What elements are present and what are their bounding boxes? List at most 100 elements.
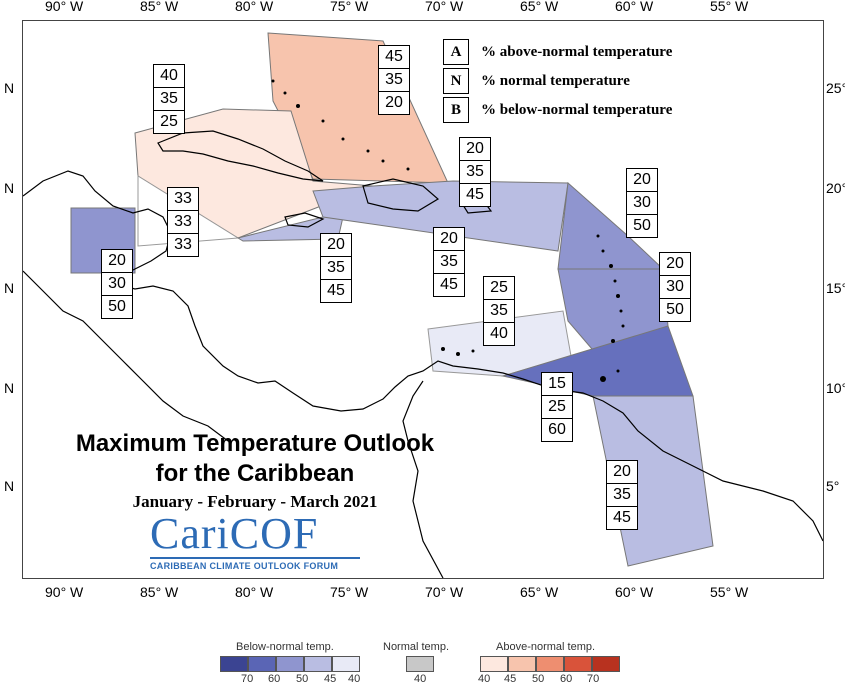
legend-letter: A: [443, 39, 469, 65]
swatch-above-45: [508, 656, 536, 672]
prob-above: 40: [154, 65, 184, 88]
coastline-mexico: [23, 270, 229, 442]
swatch-below-40: [332, 656, 360, 672]
lat-label: 10°: [826, 380, 845, 396]
prob-above: 20: [434, 228, 464, 251]
lat-label: N: [4, 180, 15, 196]
prob-box-jamaica: 20 35 45: [320, 233, 352, 303]
swatch-above-40: [480, 656, 508, 672]
colorbar-tick: 70: [587, 673, 600, 685]
prob-box-cayman: 33 33 33: [167, 187, 199, 257]
colorbar-tick: 40: [348, 673, 361, 685]
prob-box-puerto-rico-n: 20 35 45: [459, 137, 491, 207]
colorbar-tick: 60: [268, 673, 281, 685]
prob-normal: 33: [168, 211, 198, 234]
coastline-jamaica: [284, 212, 325, 228]
prob-box-abc: 25 35 40: [483, 276, 515, 346]
prob-above: 20: [102, 250, 132, 273]
lat-label: 20°: [826, 180, 845, 196]
lon-label: 60° W: [615, 584, 654, 600]
colorbar-tick: 45: [504, 673, 517, 685]
prob-above: 20: [627, 169, 657, 192]
prob-normal: 35: [154, 88, 184, 111]
legend-row-below: B % below-normal temperature: [443, 96, 672, 124]
logo-main: CariCOF: [150, 509, 319, 558]
colorbar-tick: 50: [532, 673, 545, 685]
legend-desc: % above-normal temperature: [481, 43, 673, 60]
lon-label: 85° W: [140, 0, 179, 14]
prob-above: 20: [460, 138, 490, 161]
prob-below: 40: [490, 325, 508, 342]
prob-box-trinidad: 15 25 60: [541, 372, 573, 442]
prob-box-guianas: 20 35 45: [606, 460, 638, 530]
prob-above: 33: [168, 188, 198, 211]
lat-label: N: [4, 80, 15, 96]
lon-label: 55° W: [710, 0, 749, 14]
caricof-logo: CariCOF CARIBBEAN CLIMATE OUTLOOK FORUM: [150, 512, 360, 571]
lon-label: 85° W: [140, 584, 179, 600]
prob-below: 60: [548, 421, 566, 438]
prob-box-hispaniola: 20 35 45: [433, 227, 465, 297]
coastline-central-america: [23, 170, 823, 542]
swatch-normal-40: [406, 656, 434, 672]
swatch-above-60: [564, 656, 592, 672]
colorbar-tick: 70: [241, 673, 254, 685]
prob-normal: 35: [460, 161, 490, 184]
colorbar-tick: 50: [296, 673, 309, 685]
logo-sub: CARIBBEAN CLIMATE OUTLOOK FORUM: [150, 561, 339, 571]
prob-below: 20: [385, 94, 403, 111]
prob-box-windward: 20 30 50: [659, 252, 691, 322]
colorbar-tick: 45: [324, 673, 337, 685]
prob-normal: 30: [102, 273, 132, 296]
prob-below: 45: [466, 186, 484, 203]
lon-label: 75° W: [330, 584, 369, 600]
colorbar-normal-title: Normal temp.: [383, 641, 450, 653]
coastline-cuba: [157, 130, 324, 182]
logo-rule: [150, 557, 360, 559]
prob-box-cuba: 40 35 25: [153, 64, 185, 134]
title-line-1: Maximum Temperature Outlook: [75, 430, 435, 457]
coastline-hispaniola: [362, 178, 440, 212]
prob-normal: 25: [542, 396, 572, 419]
legend-letter: N: [443, 68, 469, 94]
colorbar-tick: 40: [414, 673, 427, 685]
title-period: January - February - March 2021: [132, 492, 378, 511]
prob-above: 20: [321, 234, 351, 257]
prob-below: 50: [108, 298, 126, 315]
legend-desc: % normal temperature: [481, 72, 630, 89]
prob-box-leeward: 20 30 50: [626, 168, 658, 238]
region-bahamas: [267, 32, 449, 184]
colorbar-above-title: Above-normal temp.: [496, 641, 596, 653]
lon-label: 90° W: [45, 584, 84, 600]
prob-below: 45: [613, 509, 631, 526]
legend-row-normal: N % normal temperature: [443, 67, 672, 95]
prob-normal: 30: [660, 276, 690, 299]
lat-label: 5°: [826, 478, 840, 494]
lon-label: 55° W: [710, 584, 749, 600]
lon-label: 75° W: [330, 0, 369, 14]
lon-label: 80° W: [235, 0, 274, 14]
colorbar-tick: 60: [560, 673, 573, 685]
lon-label: 70° W: [425, 584, 464, 600]
coastline-south-america: [402, 380, 444, 578]
swatch-above-70: [592, 656, 620, 672]
lon-label: 90° W: [45, 0, 84, 14]
prob-below: 25: [160, 113, 178, 130]
lon-label: 70° W: [425, 0, 464, 14]
lon-label: 65° W: [520, 584, 559, 600]
prob-normal: 35: [379, 69, 409, 92]
prob-above: 20: [660, 253, 690, 276]
prob-above: 15: [542, 373, 572, 396]
lat-label: N: [4, 280, 15, 296]
legend-desc: % below-normal temperature: [481, 101, 673, 118]
prob-below: 50: [633, 217, 651, 234]
prob-above: 20: [607, 461, 637, 484]
swatch-below-70: [220, 656, 248, 672]
swatch-below-60: [248, 656, 276, 672]
prob-box-bahamas: 45 35 20: [378, 45, 410, 115]
prob-normal: 35: [434, 251, 464, 274]
lon-label: 60° W: [615, 0, 654, 14]
title-line-2: for the Caribbean: [155, 460, 355, 487]
coastline-islands: [271, 79, 625, 382]
legend-key: A % above-normal temperature N % normal …: [443, 38, 672, 125]
